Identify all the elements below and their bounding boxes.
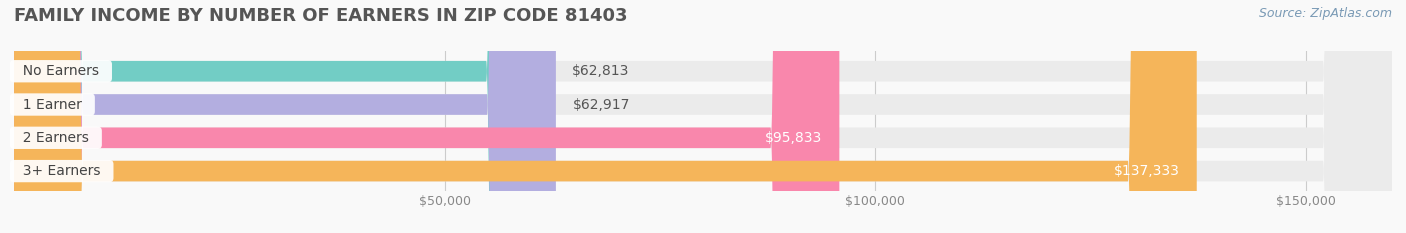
FancyBboxPatch shape [14,0,1392,233]
FancyBboxPatch shape [14,0,555,233]
Text: No Earners: No Earners [14,64,108,78]
FancyBboxPatch shape [14,0,555,233]
FancyBboxPatch shape [14,0,1392,233]
FancyBboxPatch shape [14,0,1392,233]
FancyBboxPatch shape [14,0,1197,233]
FancyBboxPatch shape [14,0,1392,233]
Text: FAMILY INCOME BY NUMBER OF EARNERS IN ZIP CODE 81403: FAMILY INCOME BY NUMBER OF EARNERS IN ZI… [14,7,627,25]
Text: 1 Earner: 1 Earner [14,98,90,112]
Text: $62,917: $62,917 [574,98,630,112]
Text: 2 Earners: 2 Earners [14,131,97,145]
Text: $137,333: $137,333 [1114,164,1180,178]
FancyBboxPatch shape [14,0,839,233]
Text: 3+ Earners: 3+ Earners [14,164,110,178]
Text: $62,813: $62,813 [572,64,630,78]
Text: $95,833: $95,833 [765,131,823,145]
Text: Source: ZipAtlas.com: Source: ZipAtlas.com [1258,7,1392,20]
